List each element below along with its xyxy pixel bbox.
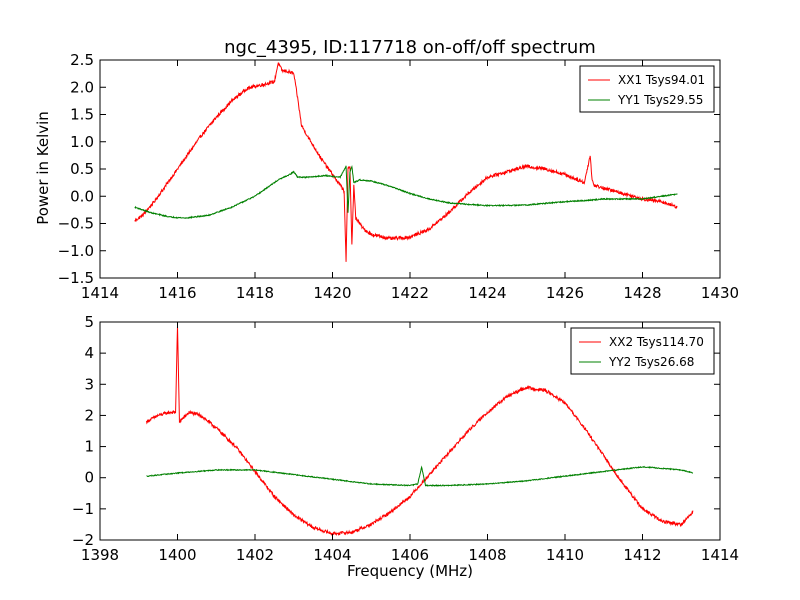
- x-tick-label: 1404: [313, 546, 351, 564]
- y-tick-label: 2.5: [70, 51, 94, 69]
- legend-entry: YY2 Tsys26.68: [608, 355, 694, 369]
- y-tick-label: −2: [72, 531, 94, 549]
- y-tick-label: 1.5: [70, 106, 94, 124]
- y-axis-label: Power in Kelvin: [34, 111, 52, 225]
- chart-panel-1: 1414 1416 1418 1420 1422 1424 1426 1428 1430 −1.5…: [58, 51, 740, 302]
- legend-box: [579, 65, 715, 113]
- x-tick-label: 1428: [623, 284, 661, 302]
- y-tick-label: 0: [84, 469, 94, 487]
- x-tick-label: 1416: [158, 284, 196, 302]
- y-tick-label: 3: [84, 375, 94, 393]
- legend: XX2 Tsys114.70 YY2 Tsys26.68: [570, 327, 715, 375]
- y-tick-label: 5: [84, 313, 94, 331]
- y-tick-label: 4: [84, 344, 94, 362]
- series-line-2-2: [146, 465, 694, 488]
- x-tick-label: 1406: [391, 546, 429, 564]
- y-tick-label: −1.5: [58, 269, 94, 287]
- x-tick-label: 1412: [623, 546, 661, 564]
- x-tick-label: 1398: [81, 546, 119, 564]
- legend-entry: XX2 Tsys114.70: [609, 335, 704, 349]
- x-tick-label: 1402: [236, 546, 274, 564]
- legend: XX1 Tsys94.01 YY1 Tsys29.55: [579, 65, 715, 113]
- x-tick-label: 1400: [158, 546, 196, 564]
- legend-entry: XX1 Tsys94.01: [618, 73, 705, 87]
- x-tick-label: 1414: [701, 546, 739, 564]
- x-tick-label: 1408: [468, 546, 506, 564]
- y-tick-label: 0.5: [70, 160, 94, 178]
- x-tick-label: 1414: [81, 284, 119, 302]
- x-tick-label: 1410: [546, 546, 584, 564]
- series-line-1-1: [134, 62, 678, 262]
- legend-box: [570, 327, 715, 375]
- y-tick-label: 1.0: [70, 133, 94, 151]
- y-tick-label: −1: [72, 500, 94, 518]
- y-tick-label: 2: [84, 406, 94, 424]
- legend-entry: YY1 Tsys29.55: [617, 93, 703, 107]
- y-tick-label: 2.0: [70, 78, 94, 96]
- y-tick-label: 1: [84, 438, 94, 456]
- series-line-2-1: [146, 325, 694, 537]
- y-tick-label: −1.0: [58, 242, 94, 260]
- x-axis-label: Frequency (MHz): [347, 562, 473, 580]
- x-tick-label: 1424: [468, 284, 506, 302]
- x-tick-label: 1418: [236, 284, 274, 302]
- x-tick-label: 1426: [546, 284, 584, 302]
- x-tick-label: 1420: [313, 284, 351, 302]
- chart-title: ngc_4395, ID:117718 on-off/off spectrum: [224, 37, 596, 58]
- series-line-1-2: [134, 165, 678, 220]
- x-tick-label: 1430: [701, 284, 739, 302]
- x-tick-label: 1422: [391, 284, 429, 302]
- chart-panel-2: 1398 1400 1402 1404 1406 1408 1410 1412 1414−2−1…: [72, 313, 739, 564]
- y-tick-label: 0.0: [70, 187, 94, 205]
- y-tick-label: −0.5: [58, 215, 94, 233]
